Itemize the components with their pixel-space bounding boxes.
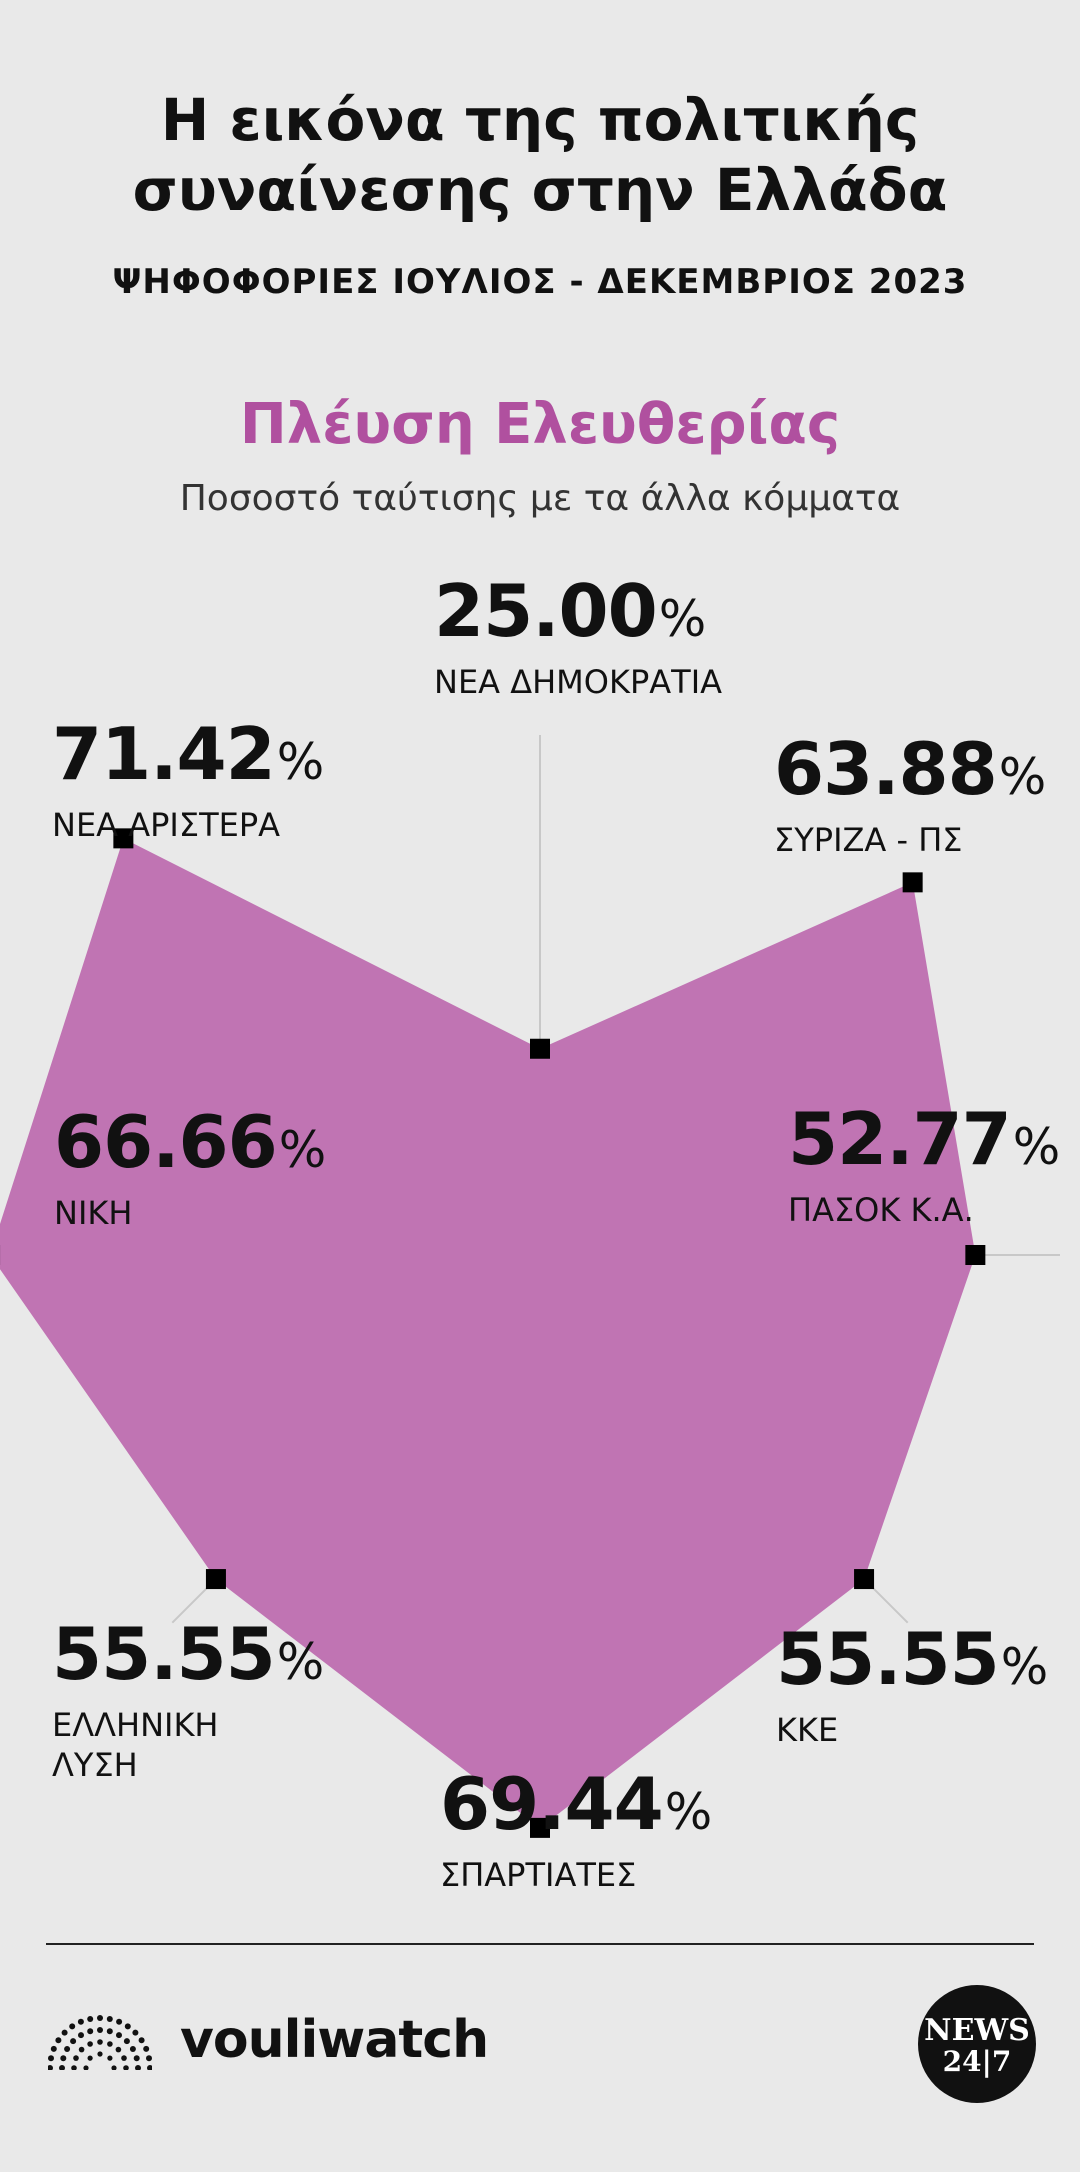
radar-area: [0, 838, 976, 1828]
logo-dot: [97, 2039, 103, 2045]
value-niki: 66.66: [54, 1100, 278, 1184]
name-niki: ΝΙΚΗ: [54, 1194, 133, 1232]
radar-point: [530, 1817, 550, 1838]
name-syriza: ΣΥΡΙΖΑ - ΠΣ: [774, 821, 963, 859]
radar-point: [965, 1245, 986, 1265]
value-spartiates: 69.44: [440, 1762, 664, 1846]
name-kke: ΚΚΕ: [776, 1711, 839, 1749]
logo-dot: [70, 2038, 77, 2045]
title-line-1: Η εικόνα της πολιτικής: [160, 86, 920, 154]
logo-dot: [60, 2055, 67, 2062]
logo-dot: [121, 2055, 127, 2061]
name-nd: ΝΕΑ ΔΗΜΟΚΡΑΤΙΑ: [434, 663, 723, 701]
logo-dot: [87, 2055, 93, 2061]
logo-dot: [133, 2055, 140, 2062]
logo-dot: [124, 2023, 131, 2030]
percent-sign: %: [658, 590, 707, 648]
logo-dot: [71, 2065, 77, 2070]
value-nd: 25.00: [434, 569, 658, 653]
label-nea-aristera: 71.42% ΝΕΑ ΑΡΙΣΤΕΡΑ: [52, 712, 325, 845]
badge-line-2: 24|7: [942, 2045, 1012, 2078]
percent-sign: %: [664, 1783, 713, 1841]
footer-divider: [46, 1943, 1034, 1945]
name-pasok: ΠΑΣΟΚ Κ.Α.: [788, 1191, 974, 1229]
logo-dot: [87, 2041, 93, 2047]
logo-dot: [50, 2045, 57, 2052]
logo-dot: [73, 2055, 79, 2061]
logo-dot: [59, 2065, 65, 2070]
badge-line-1: NEWS: [924, 2013, 1030, 2048]
logo-dot: [116, 2018, 123, 2025]
label-nd: 25.00% ΝΕΑ ΔΗΜΟΚΡΑΤΙΑ: [434, 572, 722, 702]
logo-dot: [132, 2029, 139, 2036]
logo-dot: [123, 2038, 130, 2045]
label-spartiates: 69.44% ΣΠΑΡΤΙΑΤΕΣ: [440, 1762, 713, 1895]
logo-dot: [87, 2016, 94, 2022]
value-nea-aristera: 71.42: [52, 712, 276, 796]
percent-sign: %: [998, 748, 1047, 806]
logo-dot: [147, 2065, 152, 2070]
logo-dot: [64, 2046, 71, 2052]
brand-name: vouliwatch: [180, 2010, 489, 2070]
logo-dot: [97, 2015, 103, 2021]
value-kke: 55.55: [776, 1617, 1000, 1701]
radar-point: [205, 1569, 226, 1590]
label-pasok: 52.77% ΠΑΣΟΚ Κ.Α.: [788, 1097, 1061, 1230]
percent-sign: %: [276, 733, 325, 791]
logo-dot: [78, 2046, 85, 2053]
news247-logo: NEWS 24|7: [918, 1985, 1036, 2103]
parliament-dots-icon: [48, 2015, 152, 2070]
logo-dot: [48, 2055, 54, 2062]
percent-sign: %: [1000, 1638, 1049, 1696]
name-spartiates: ΣΠΑΡΤΙΑΤΕΣ: [440, 1856, 637, 1894]
page-subtitle: ΨΗΦΟΦΟΡΙΕΣ ΙΟΥΛΙΟΣ - ΔΕΚΕΜΒΡΙΟΣ 2023: [112, 262, 968, 302]
label-elliniki-lysi: 55.55% ΕΛΛΗΝΙΚΗ ΛΥΣΗ: [52, 1612, 325, 1785]
value-pasok: 52.77: [788, 1097, 1012, 1181]
name-nea-aristera: ΝΕΑ ΑΡΙΣΤΕΡΑ: [52, 806, 281, 844]
radar-point: [902, 872, 923, 893]
logo-dot: [135, 2065, 141, 2070]
logo-dot: [129, 2046, 136, 2052]
logo-dot: [83, 2065, 89, 2070]
logo-dot: [116, 2032, 122, 2039]
page-title: Η εικόνα της πολιτικής συναίνεσης στην Ε…: [0, 85, 1080, 225]
logo-dot: [87, 2028, 94, 2035]
party-name: Πλέυση Ελευθερίας: [239, 392, 841, 457]
logo-dot: [146, 2055, 152, 2062]
name-elliniki-line-2: ΛΥΣΗ: [52, 1746, 138, 1784]
name-elliniki-line-1: ΕΛΛΗΝΙΚΗ: [52, 1706, 219, 1744]
label-syriza: 63.88% ΣΥΡΙΖΑ - ΠΣ: [774, 727, 1047, 860]
logo-dot: [55, 2037, 62, 2044]
label-niki: 66.66% ΝΙΚΗ: [54, 1100, 327, 1233]
logo-dot: [61, 2029, 68, 2036]
chart-description: Ποσοστό ταύτισης με τα άλλα κόμματα: [179, 478, 901, 519]
logo-dot: [143, 2045, 150, 2052]
radar-point: [854, 1569, 875, 1590]
label-kke: 55.55% ΚΚΕ: [776, 1617, 1049, 1750]
logo-dot: [69, 2023, 76, 2030]
logo-dot: [48, 2065, 53, 2070]
logo-dot: [138, 2037, 145, 2044]
percent-sign: %: [1012, 1118, 1061, 1176]
radar-point: [530, 1038, 550, 1059]
logo-dot: [78, 2032, 84, 2039]
logo-dot: [97, 2027, 103, 2033]
logo-dot: [106, 2028, 113, 2035]
logo-dot: [123, 2065, 129, 2070]
logo-dot: [97, 2051, 103, 2057]
logo-dot: [77, 2018, 84, 2025]
vouliwatch-logo: vouliwatch: [48, 2000, 489, 2080]
logo-dot: [111, 2065, 117, 2070]
logo-dot: [115, 2046, 122, 2053]
radar-point: [113, 828, 134, 849]
value-elliniki-lysi: 55.55: [52, 1612, 276, 1696]
logo-dot: [107, 2041, 113, 2047]
percent-sign: %: [278, 1121, 327, 1179]
value-syriza: 63.88: [774, 727, 998, 811]
logo-dot: [107, 2055, 113, 2061]
logo-dot: [106, 2016, 113, 2022]
percent-sign: %: [276, 1633, 325, 1691]
title-line-2: συναίνεσης στην Ελλάδα: [132, 156, 948, 224]
